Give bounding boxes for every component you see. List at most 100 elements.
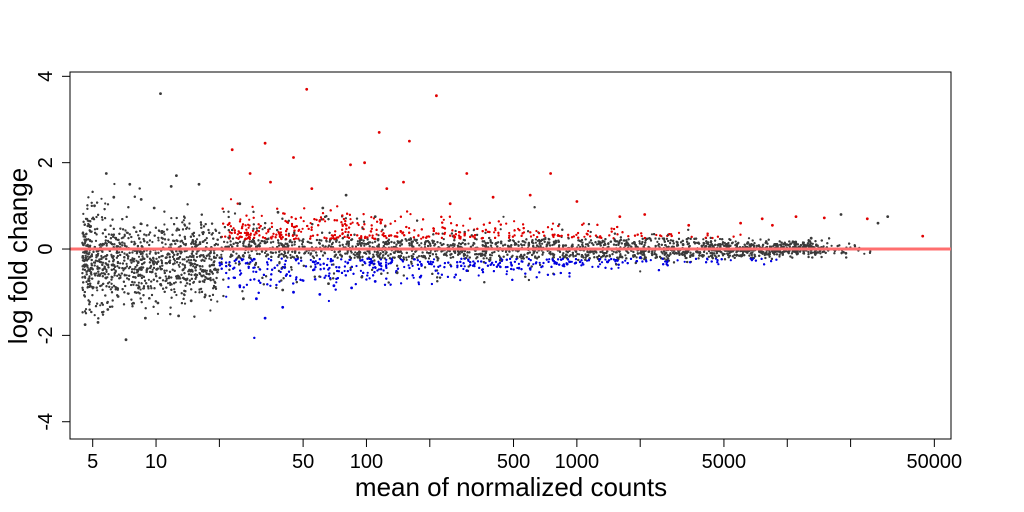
gene-point [355, 264, 358, 268]
gene-point [192, 242, 195, 245]
gene-point [195, 238, 199, 241]
gene-point [517, 262, 521, 265]
gene-point [338, 241, 341, 244]
gene-point [499, 228, 502, 231]
gene-point [164, 275, 167, 278]
gene-point [830, 244, 833, 247]
gene-point [261, 228, 264, 231]
gene-point [194, 291, 197, 294]
gene-point [604, 258, 607, 261]
gene-point [605, 255, 608, 258]
gene-point [108, 260, 111, 263]
gene-point [308, 241, 311, 244]
gene-point [405, 258, 408, 261]
gene-point [256, 229, 259, 232]
gene-point [655, 233, 658, 237]
gene-point [252, 270, 255, 273]
gene-point [205, 237, 208, 240]
gene-point [649, 259, 652, 262]
gene-point [272, 240, 275, 243]
gene-point [427, 257, 431, 260]
gene-point [467, 242, 470, 245]
gene-point [300, 230, 303, 233]
gene-point [122, 269, 125, 272]
gene-point [205, 269, 208, 272]
gene-point [717, 263, 720, 266]
gene-point [266, 263, 269, 266]
gene-point [326, 257, 329, 260]
gene-point [225, 295, 228, 298]
gene-point [636, 245, 639, 248]
gene-point [125, 262, 128, 265]
gene-point [734, 240, 737, 243]
gene-point [111, 286, 114, 289]
gene-point [257, 223, 260, 226]
gene-point [598, 263, 602, 266]
gene-point [260, 214, 263, 217]
gene-point [247, 243, 250, 246]
gene-point [235, 252, 238, 255]
gene-point [462, 267, 465, 271]
gene-point [184, 237, 187, 240]
gene-point [585, 259, 589, 262]
gene-point [84, 308, 88, 311]
gene-point [472, 229, 475, 232]
gene-point [407, 264, 410, 267]
gene-point [183, 302, 187, 305]
gene-point [82, 212, 85, 215]
gene-point [357, 223, 360, 227]
gene-point [459, 250, 462, 253]
gene-point [599, 250, 602, 254]
gene-point [583, 235, 586, 238]
gene-point [386, 271, 389, 275]
gene-point [670, 233, 673, 236]
gene-point [160, 259, 163, 263]
gene-point [208, 257, 211, 260]
gene-point [185, 282, 188, 285]
gene-point [174, 281, 177, 284]
gene-point [109, 241, 112, 244]
gene-point [147, 278, 150, 281]
gene-point [301, 243, 304, 246]
gene-point [375, 253, 378, 256]
gene-point [485, 257, 488, 260]
gene-point [434, 250, 437, 253]
gene-point [349, 218, 352, 221]
gene-point [145, 253, 148, 256]
gene-point [417, 255, 421, 258]
gene-point [442, 218, 445, 221]
gene-point [282, 255, 286, 258]
gene-point [493, 231, 496, 234]
gene-point [297, 262, 300, 265]
gene-point [639, 270, 642, 273]
gene-point [255, 227, 258, 230]
gene-point [729, 259, 732, 262]
gene-point [104, 202, 107, 205]
gene-point [187, 256, 190, 259]
gene-point [409, 213, 412, 216]
gene-point [532, 263, 535, 266]
gene-point [289, 253, 292, 257]
gene-point [177, 263, 180, 267]
gene-point [139, 288, 142, 291]
gene-point [156, 312, 160, 315]
gene-point [372, 266, 375, 269]
gene-point [863, 252, 866, 255]
gene-point [151, 240, 154, 244]
gene-point [505, 222, 508, 225]
gene-point [113, 182, 116, 186]
gene-point [192, 235, 195, 238]
gene-point [133, 281, 136, 284]
gene-point [287, 232, 290, 235]
gene-point [394, 250, 397, 253]
gene-point [279, 231, 283, 234]
gene-point [117, 273, 120, 276]
gene-point [548, 258, 551, 261]
gene-point [166, 282, 170, 285]
gene-point [366, 271, 369, 274]
gene-point [100, 254, 103, 258]
gene-point [394, 220, 397, 223]
gene-point [182, 219, 185, 222]
gene-point [354, 251, 357, 254]
gene-point [93, 314, 96, 317]
